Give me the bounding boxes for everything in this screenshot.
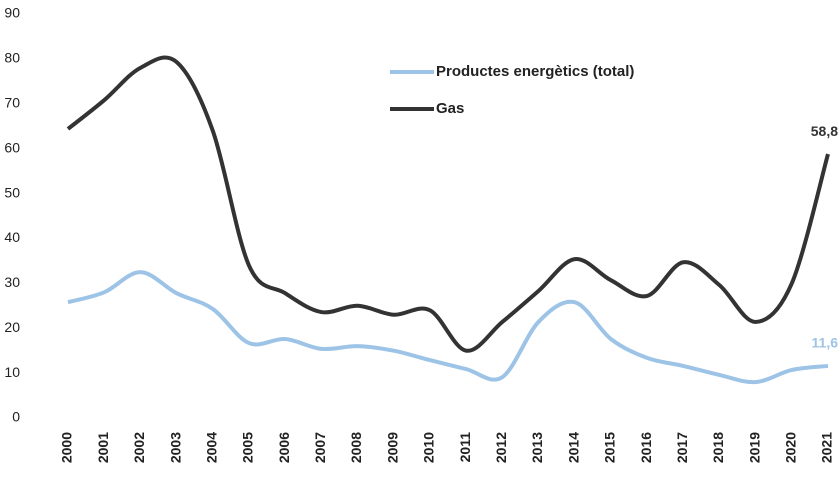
y-tick-label: 60 (4, 139, 20, 155)
series-line (67, 270, 829, 385)
y-tick-label: 70 (4, 94, 20, 110)
x-tick-label: 2018 (710, 432, 726, 463)
x-tick-label: 2000 (59, 432, 75, 463)
x-tick-label: 2003 (167, 432, 183, 463)
y-tick-label: 50 (4, 184, 20, 200)
x-tick-label: 2017 (674, 432, 690, 463)
x-tick-label: 2005 (240, 432, 256, 463)
y-tick-label: 90 (4, 5, 20, 21)
x-tick-label: 2015 (602, 432, 618, 463)
legend-label: Gas (436, 100, 464, 117)
x-tick-label: 2009 (384, 432, 400, 463)
value-label: 58,8 (811, 123, 838, 139)
y-tick-label: 10 (4, 364, 20, 380)
x-tick-label: 2011 (457, 432, 473, 463)
x-tick-label: 2014 (565, 432, 581, 463)
y-tick-label: 30 (4, 274, 20, 290)
y-tick-label: 20 (4, 319, 20, 335)
x-tick-label: 2013 (529, 432, 545, 463)
y-tick-label: 40 (4, 229, 20, 245)
value-label: 11,6 (812, 335, 839, 351)
legend-label: Productes energètics (total) (436, 63, 634, 80)
x-tick-label: 2004 (203, 432, 219, 463)
y-tick-label: 80 (4, 50, 20, 66)
x-tick-label: 2007 (312, 432, 328, 463)
x-tick-label: 2008 (348, 432, 364, 463)
x-tick-label: 2021 (819, 432, 835, 463)
x-tick-label: 2010 (421, 432, 437, 463)
x-tick-label: 2006 (276, 432, 292, 463)
x-tick-label: 2016 (638, 432, 654, 463)
series-line (66, 55, 830, 353)
y-tick-label: 0 (12, 409, 20, 425)
x-tick-label: 2020 (783, 432, 799, 463)
x-tick-label: 2001 (95, 432, 111, 463)
x-tick-label: 2002 (131, 432, 147, 463)
x-tick-label: 2012 (493, 432, 509, 463)
x-tick-label: 2019 (746, 432, 762, 463)
